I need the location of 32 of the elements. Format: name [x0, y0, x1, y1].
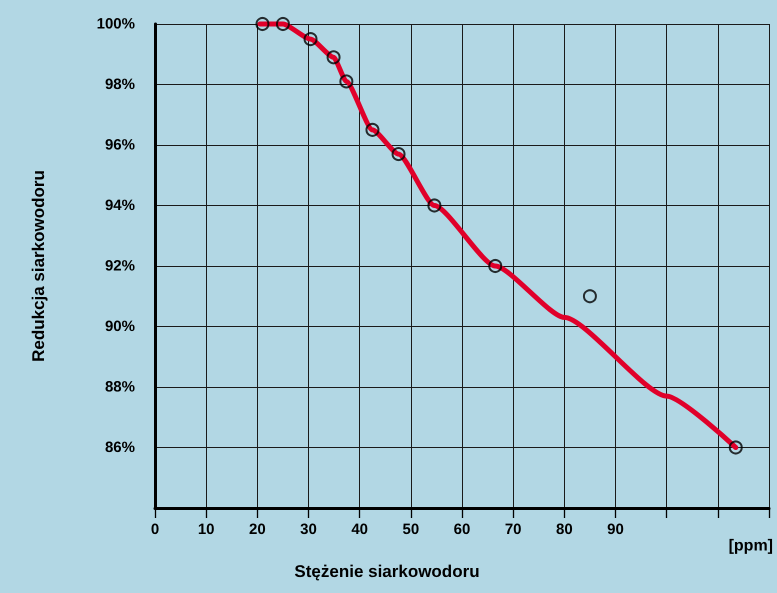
point [582, 289, 597, 304]
x-tick-label: 90 [607, 521, 624, 538]
y-tick-label: 98% [104, 76, 135, 93]
y-tick-label: 100% [96, 16, 135, 32]
point [255, 17, 270, 31]
y-tick-label: 88% [104, 378, 135, 396]
x-tick-label: 70 [504, 521, 522, 538]
x-tick-label: 30 [300, 521, 317, 538]
y-tick-label: 96% [104, 136, 135, 154]
point [339, 74, 354, 88]
x-tick-label: 0 [150, 521, 160, 538]
y-tick-label: 94% [104, 197, 135, 214]
x-tick-label: 60 [454, 521, 470, 538]
y-axis-title: Redukcja siarkowodoru [29, 170, 48, 362]
point [488, 259, 502, 273]
point [365, 122, 380, 137]
point [276, 17, 290, 31]
point [392, 147, 406, 162]
x-tick-label: 40 [351, 521, 368, 538]
point [304, 32, 318, 46]
y-tick-label: 90% [104, 318, 135, 335]
x-tick-label: 10 [198, 521, 215, 538]
point [427, 198, 442, 212]
point [728, 440, 743, 454]
x-axis-title: Stężenie siarkowodoru [294, 562, 480, 581]
x-tick-label: 20 [248, 521, 266, 538]
x-tick-label: 50 [402, 521, 420, 538]
x-tick-label: 80 [556, 521, 573, 538]
y-tick-label: 92% [104, 258, 135, 274]
text: [ppm] [728, 538, 774, 554]
point [326, 50, 341, 64]
y-tick-label: 86% [104, 439, 135, 456]
